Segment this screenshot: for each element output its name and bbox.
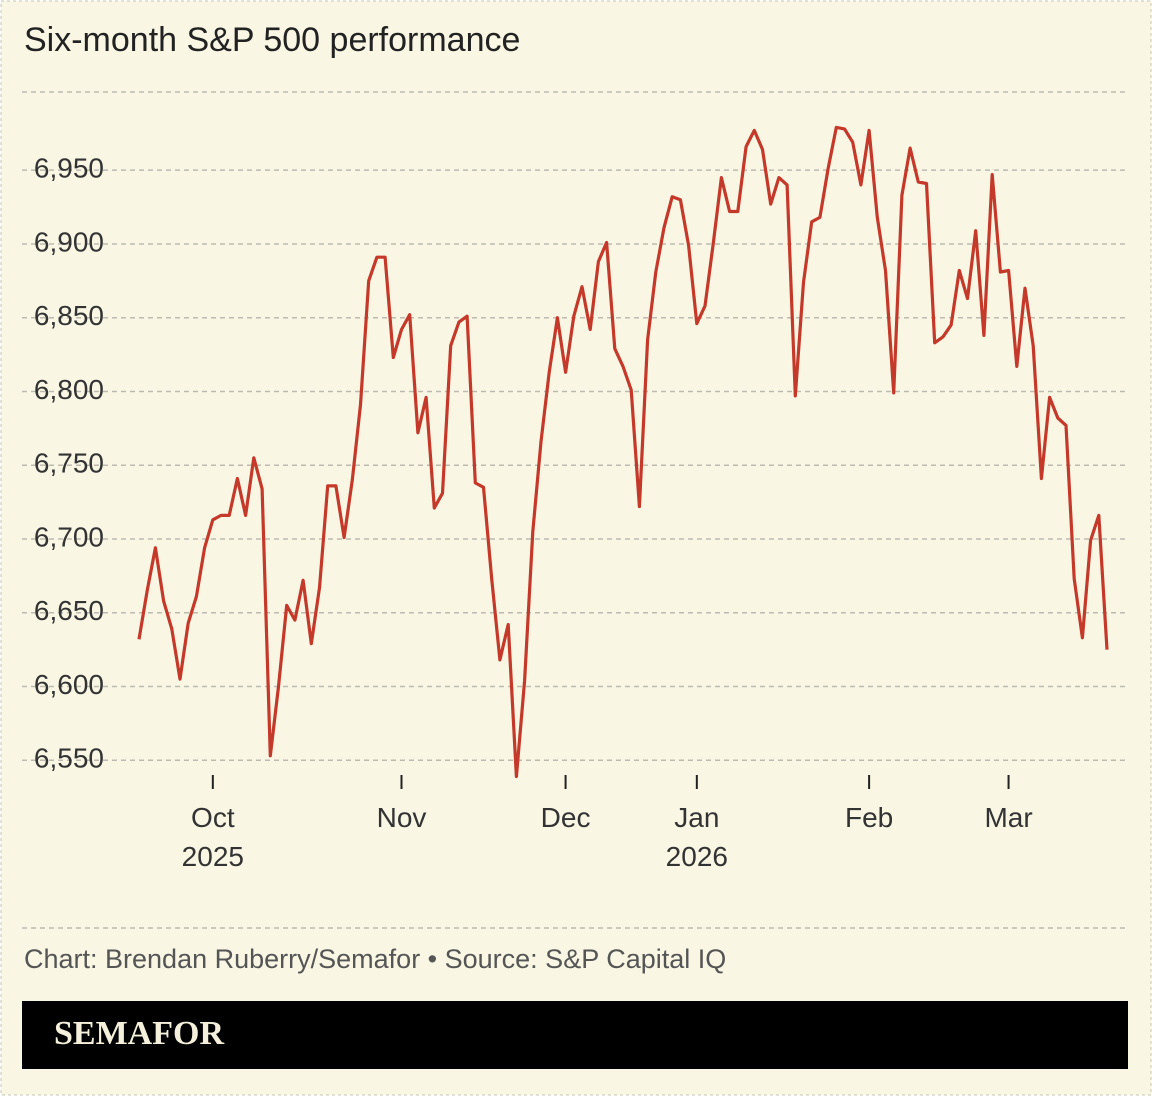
x-tick-label: Feb [845, 802, 893, 833]
x-tick-label: Mar [984, 802, 1032, 833]
footer-bar [22, 1001, 1128, 1069]
y-tick-label: 6,800 [34, 374, 104, 405]
y-tick-label: 6,600 [34, 669, 104, 700]
chart-title: Six-month S&P 500 performance [24, 21, 520, 59]
x-tick-label: Nov [377, 802, 427, 833]
y-tick-label: 6,950 [34, 153, 104, 184]
x-tick-label: Jan 2026 [666, 802, 728, 872]
y-tick-label: 6,650 [34, 595, 104, 626]
y-tick-label: 6,550 [34, 743, 104, 774]
brand: SEMAFOR [54, 1015, 224, 1052]
y-tick-label: 6,850 [34, 300, 104, 331]
y-tick-label: 6,750 [34, 448, 104, 479]
x-tick-label: Oct 2025 [182, 802, 244, 872]
price-line [137, 125, 1109, 779]
y-tick-label: 6,700 [34, 521, 104, 552]
y-tick-label: 6,900 [34, 226, 104, 257]
x-tick-label: Dec [541, 802, 591, 833]
source: Chart: Brendan Ruberry/Semafor • Source:… [24, 944, 726, 974]
